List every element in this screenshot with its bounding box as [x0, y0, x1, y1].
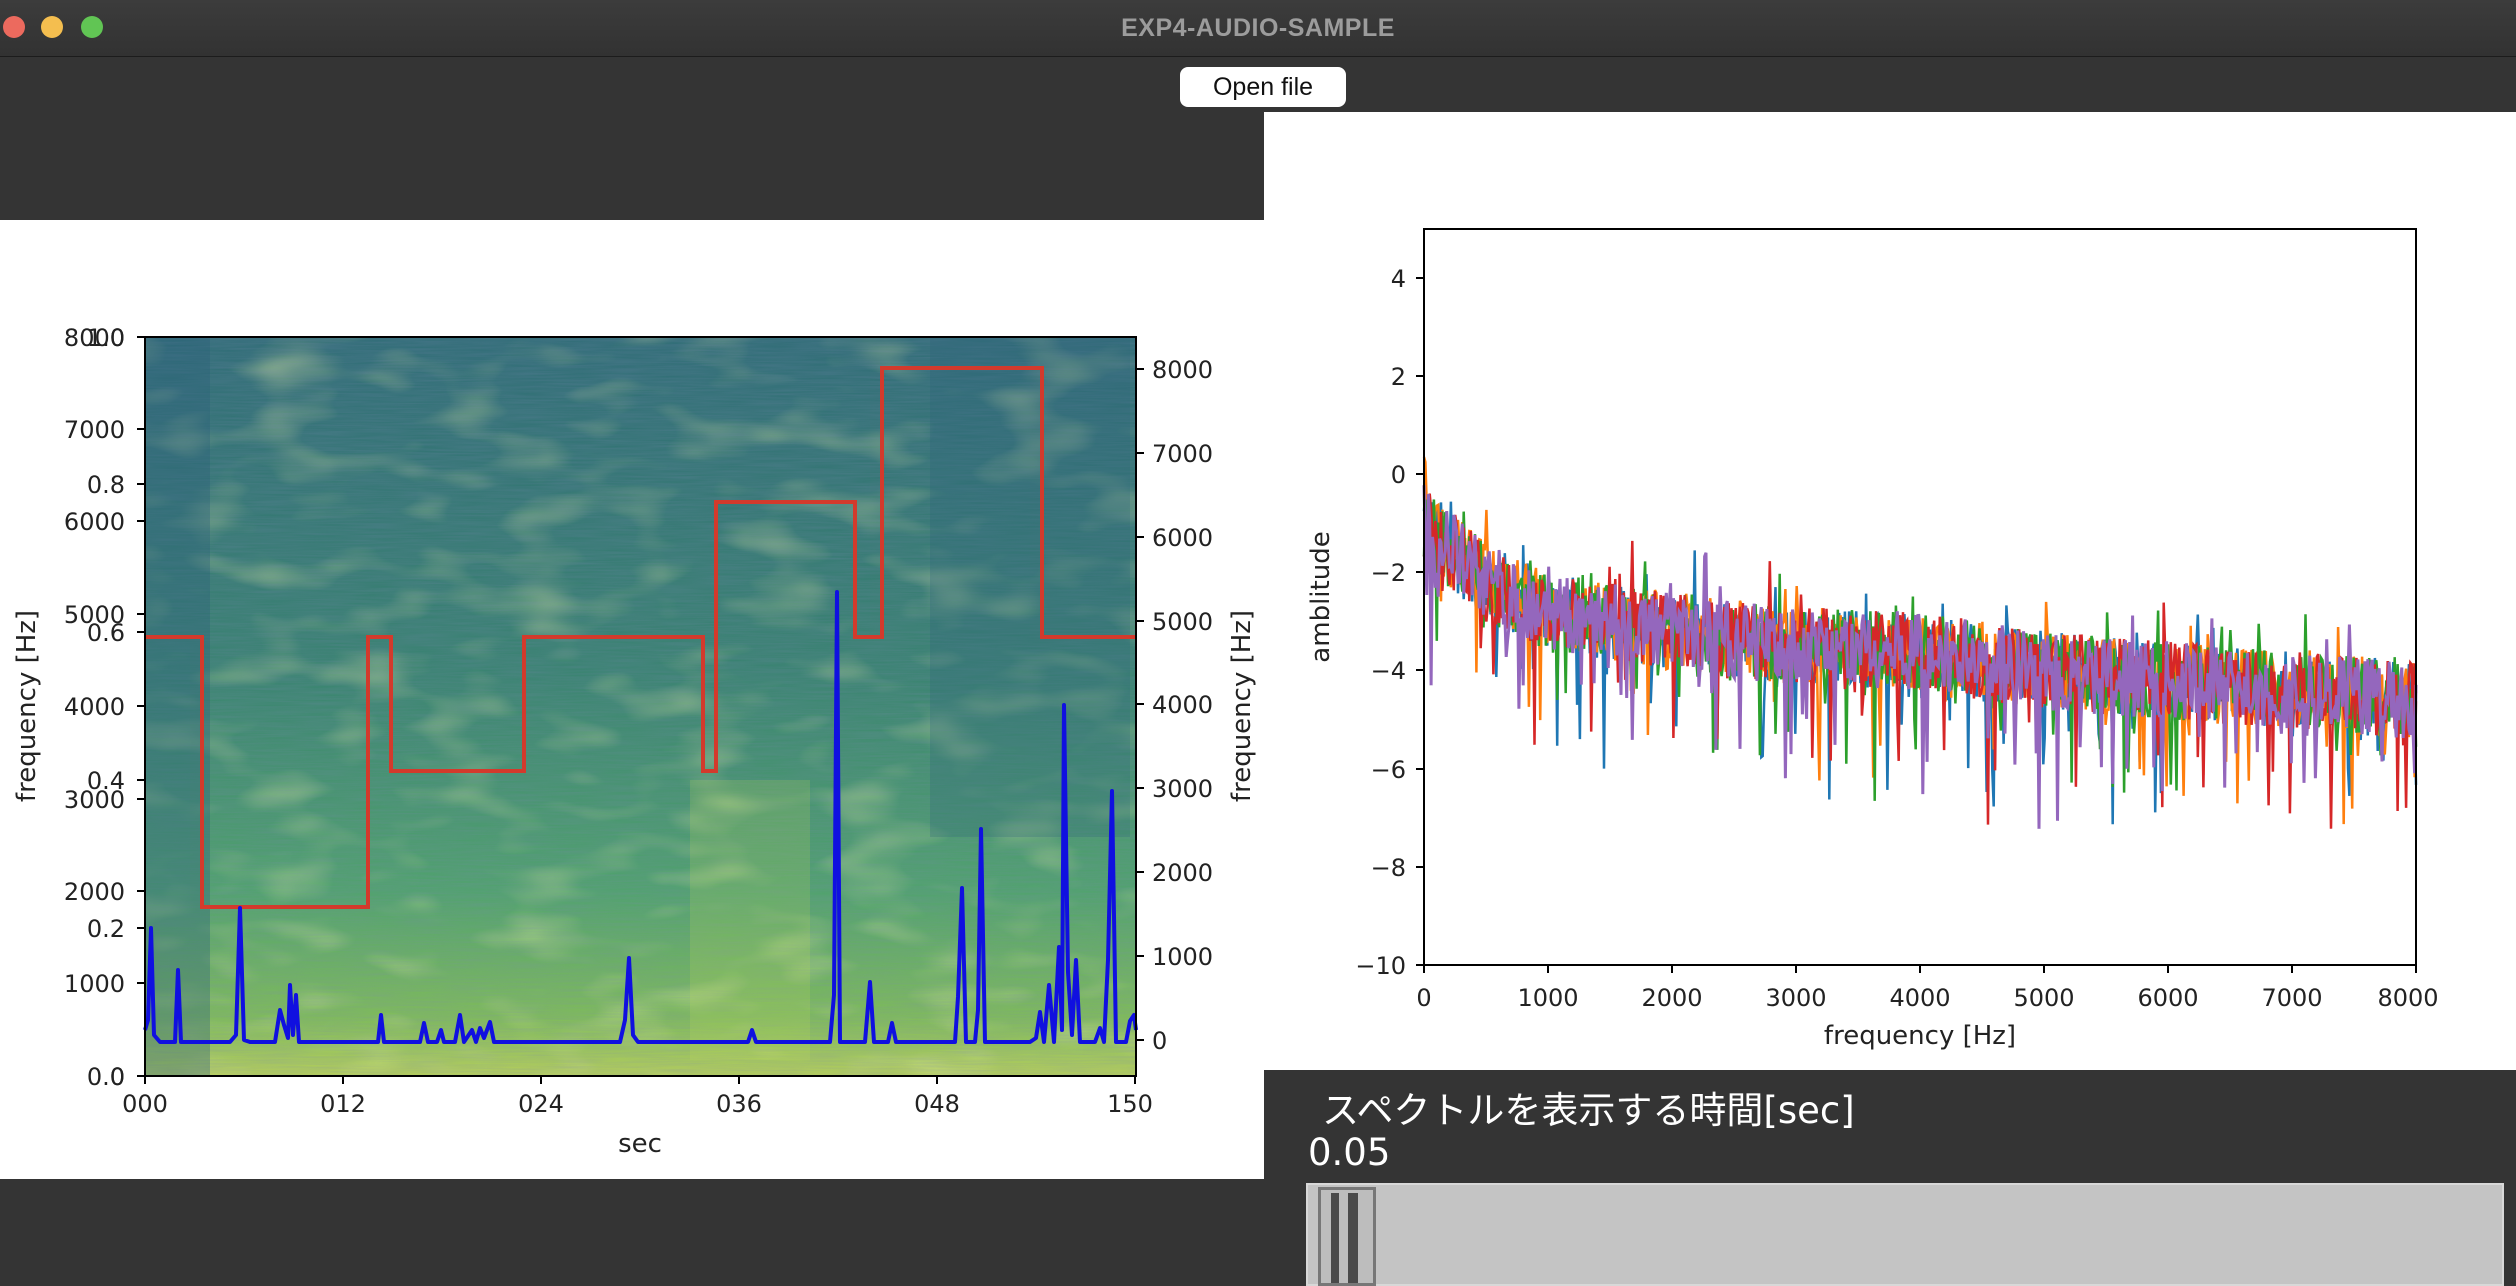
- left-norm-tick: 0.0: [87, 1063, 125, 1091]
- spectrum-x-tick-labels: 0 1000 2000 3000 4000 5000 6000 7000 800…: [1416, 984, 2438, 1012]
- spectrum-chart: 4 2 0 −2 −4 −6 −8 −10 amblitude 0 1000 2…: [1306, 228, 2439, 1051]
- spectrum-x-ticks: [1423, 965, 2417, 973]
- x-tick: 7000: [2261, 984, 2322, 1012]
- spectrum-line-5: [1422, 485, 2418, 829]
- left-norm-tick: 1.0: [87, 324, 125, 352]
- y-tick: 0: [1391, 461, 1406, 489]
- x-tick: 036: [716, 1090, 762, 1118]
- left-norm-tick: 0.2: [87, 915, 125, 943]
- left-hz-tick-labels: 8000 7000 6000 5000 4000 3000 2000 1000 …: [64, 324, 125, 1091]
- y-tick: 2: [1391, 363, 1406, 391]
- left-norm-tick: 0.4: [87, 767, 125, 795]
- right-tick: 6000: [1152, 524, 1213, 552]
- close-window-icon[interactable]: [3, 16, 25, 38]
- time-slider-handle[interactable]: [1318, 1187, 1376, 1286]
- zoom-window-icon[interactable]: [81, 16, 103, 38]
- x-tick: 3000: [1765, 984, 1826, 1012]
- right-tick: 0: [1152, 1027, 1167, 1055]
- right-tick: 1000: [1152, 943, 1213, 971]
- spectrum-y-tick-labels: 4 2 0 −2 −4 −6 −8 −10: [1355, 265, 1406, 980]
- pitch-line: [145, 366, 1136, 909]
- window-titlebar: EXP4-AUDIO-SAMPLE: [0, 0, 2516, 57]
- right-y-axis-label: frequency [Hz]: [1227, 610, 1257, 802]
- spectrum-panel: 4 2 0 −2 −4 −6 −8 −10 amblitude 0 1000 2…: [1264, 112, 2516, 1070]
- left-hz-tick: 7000: [64, 416, 125, 444]
- spectrum-y-axis-label: amblitude: [1306, 531, 1336, 662]
- open-file-button[interactable]: Open file: [1180, 67, 1346, 107]
- x-tick: 024: [518, 1090, 564, 1118]
- volume-line: [143, 590, 1138, 1044]
- y-tick: 4: [1391, 265, 1406, 293]
- right-tick: 7000: [1152, 440, 1213, 468]
- left-hz-tick: 4000: [64, 693, 125, 721]
- y-tick: −8: [1371, 854, 1406, 882]
- spectrum-x-axis-label: frequency [Hz]: [1824, 1021, 2016, 1051]
- x-tick-labels: 000 012 024 036 048 150: [122, 1090, 1153, 1118]
- right-tick-labels: 8000 7000 6000 5000 4000 3000 2000 1000 …: [1152, 356, 1213, 1055]
- x-tick: 8000: [2377, 984, 2438, 1012]
- spectrogram-chart: 8000 7000 6000 5000 4000 3000 2000 1000 …: [12, 324, 1257, 1159]
- left-hz-tick: 6000: [64, 508, 125, 536]
- left-norm-tick: 0.8: [87, 471, 125, 499]
- x-tick: 150: [1107, 1090, 1153, 1118]
- x-tick: 6000: [2137, 984, 2198, 1012]
- spectrum-y-ticks: [1416, 277, 1424, 966]
- x-tick: 000: [122, 1090, 168, 1118]
- spectrogram-panel: 8000 7000 6000 5000 4000 3000 2000 1000 …: [0, 220, 1264, 1179]
- x-tick: 4000: [1889, 984, 1950, 1012]
- time-slider-label: スペクトルを表示する時間[sec]: [1322, 1089, 1855, 1132]
- left-hz-tick: 5000: [64, 601, 125, 629]
- left-hz-tick: 2000: [64, 878, 125, 906]
- right-tick: 2000: [1152, 859, 1213, 887]
- window-title: EXP4-AUDIO-SAMPLE: [1121, 14, 1395, 42]
- right-tick: 5000: [1152, 608, 1213, 636]
- time-slider-value: 0.05: [1308, 1131, 1391, 1174]
- x-tick: 0: [1416, 984, 1431, 1012]
- x-tick: 5000: [2013, 984, 2074, 1012]
- slider-grip-line: [1348, 1193, 1358, 1283]
- x-axis-label: sec: [618, 1129, 662, 1159]
- left-norm-tick-labels: 1.0 0.8 0.6 0.4 0.2 0.0: [87, 324, 125, 1091]
- x-tick: 048: [914, 1090, 960, 1118]
- time-slider[interactable]: [1306, 1183, 2504, 1286]
- spectrum-line-4: [1422, 493, 2418, 829]
- y-tick: −10: [1355, 952, 1406, 980]
- left-y-axis-label: frequency [Hz]: [12, 610, 42, 802]
- y-tick: −6: [1371, 756, 1406, 784]
- left-hz-tick: 3000: [64, 786, 125, 814]
- x-axis-ticks: [144, 1076, 1136, 1084]
- left-axis-ticks: [137, 336, 145, 1077]
- right-axis-ticks: [1136, 368, 1144, 1041]
- minimize-window-icon[interactable]: [41, 16, 63, 38]
- slider-grip-line: [1331, 1193, 1339, 1283]
- left-norm-tick: 0.6: [87, 619, 125, 647]
- left-hz-tick: 0: [110, 1063, 125, 1091]
- x-tick: 2000: [1641, 984, 1702, 1012]
- right-tick: 3000: [1152, 775, 1213, 803]
- left-hz-tick: 8000: [64, 324, 125, 352]
- spectrum-series: [1422, 456, 2418, 829]
- right-tick: 8000: [1152, 356, 1213, 384]
- y-tick: −4: [1371, 657, 1406, 685]
- y-tick: −2: [1371, 559, 1406, 587]
- spectrogram-image: [145, 337, 1136, 1076]
- left-hz-tick: 1000: [64, 970, 125, 998]
- x-tick: 012: [320, 1090, 366, 1118]
- x-tick: 1000: [1517, 984, 1578, 1012]
- right-tick: 4000: [1152, 691, 1213, 719]
